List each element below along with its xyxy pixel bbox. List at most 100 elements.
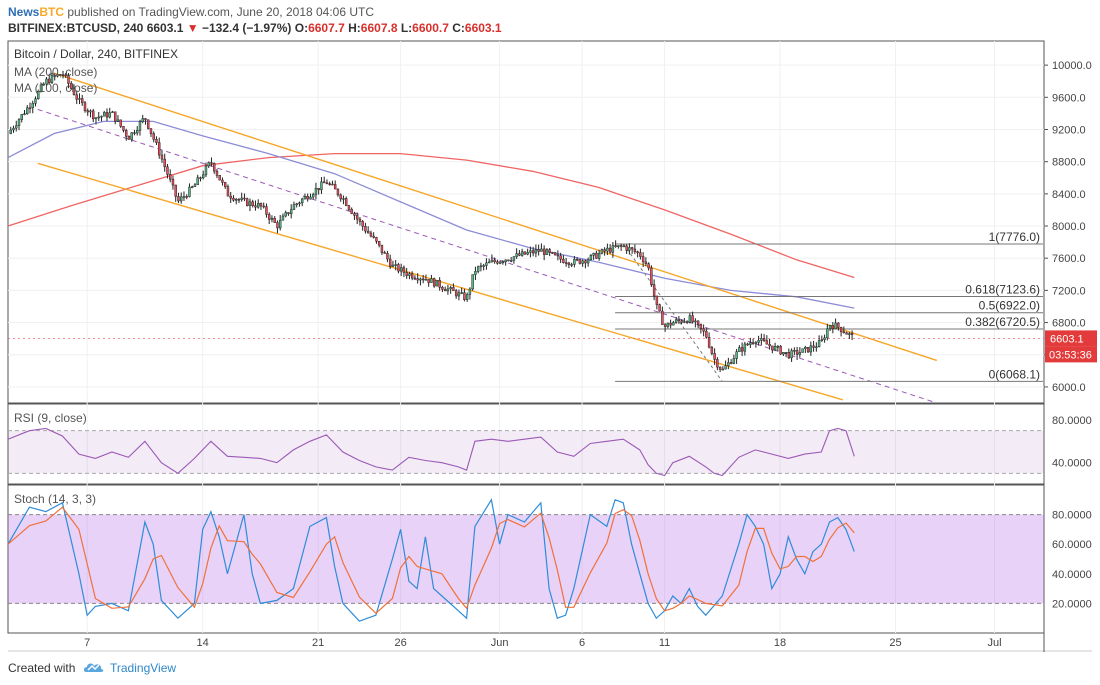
candle	[581, 259, 584, 267]
candle	[26, 105, 29, 115]
candle	[718, 366, 722, 373]
candle	[17, 118, 21, 131]
rsi-tick-label: 80.0000	[1052, 415, 1092, 427]
candle	[812, 340, 815, 352]
candle	[336, 188, 340, 197]
candle	[70, 81, 73, 91]
candle	[762, 334, 766, 343]
candle	[353, 211, 356, 220]
candle-body	[595, 252, 598, 259]
publisher-name-btc[interactable]: BTC	[39, 5, 65, 19]
candle-body	[149, 128, 153, 134]
candle	[397, 262, 400, 274]
candle	[504, 259, 507, 266]
candle	[839, 326, 843, 337]
candle	[416, 273, 419, 284]
candle-body	[366, 230, 370, 234]
candle-body	[397, 264, 400, 272]
candle-body	[779, 346, 782, 355]
y-tick-label: 9200.0	[1052, 124, 1086, 136]
candle-body	[116, 119, 120, 122]
candle-body	[108, 112, 111, 118]
candle	[696, 320, 700, 329]
candle-body	[138, 121, 142, 131]
x-tick-label: 25	[889, 637, 901, 649]
candle	[617, 245, 620, 249]
candle-body	[688, 315, 692, 323]
candle-body	[9, 129, 12, 134]
candle-body	[130, 132, 133, 140]
candle	[493, 257, 496, 264]
candle	[245, 197, 249, 207]
candle	[614, 240, 617, 248]
candle	[270, 215, 274, 223]
candle	[212, 162, 216, 174]
candle	[56, 73, 59, 78]
candle-body	[699, 323, 703, 329]
candle	[589, 254, 593, 261]
candle	[630, 246, 634, 254]
candle-body	[48, 78, 51, 83]
candle	[652, 279, 656, 301]
candle	[542, 245, 546, 261]
candle	[278, 214, 282, 231]
candle-body	[760, 338, 763, 341]
candle-body	[457, 292, 461, 297]
candle-body	[421, 278, 425, 281]
candle-body	[773, 346, 777, 351]
publisher-name-news[interactable]: News	[8, 5, 40, 19]
candle-body	[636, 251, 639, 253]
candle-body	[705, 330, 708, 338]
y-tick-label: 8400.0	[1052, 189, 1086, 201]
candle-body	[548, 249, 551, 253]
last-price: 6603.1	[146, 21, 184, 35]
candle	[67, 73, 70, 89]
candle	[749, 337, 752, 348]
candle-body	[804, 347, 807, 349]
candle-body	[842, 331, 846, 334]
candle-body	[776, 346, 780, 348]
panel-frames	[7, 40, 1092, 652]
candle-body	[81, 98, 84, 104]
candle-body	[823, 337, 826, 340]
candle-body	[133, 132, 136, 134]
candle	[633, 244, 637, 255]
candle-body	[611, 245, 615, 253]
candle	[83, 100, 87, 113]
candle-body	[647, 263, 650, 269]
candle-body	[848, 333, 851, 335]
candle-body	[820, 339, 824, 341]
chart-area[interactable]: 6000.06400.06800.07200.07600.08000.08400…	[0, 0, 1100, 652]
candle-body	[328, 183, 331, 185]
candle-body	[573, 258, 576, 265]
candle	[383, 250, 386, 254]
close-value: 6603.1	[464, 21, 502, 35]
candle-body	[256, 203, 260, 208]
candle-body	[331, 183, 334, 186]
candle-body	[757, 340, 760, 343]
candle-body	[193, 184, 197, 187]
candle	[344, 196, 348, 207]
tradingview-link[interactable]: TradingView	[110, 661, 177, 675]
candle-body	[762, 338, 766, 341]
fib-level-label: 0.618(7123.6)	[965, 283, 1040, 297]
candle	[366, 226, 370, 234]
tradingview-cloud-icon[interactable]	[82, 658, 106, 676]
candle-body	[185, 196, 188, 198]
candle	[81, 94, 84, 106]
candle-body	[320, 181, 323, 191]
candle	[449, 285, 452, 294]
candle-body	[630, 247, 634, 250]
candle-body	[784, 351, 788, 354]
candle-body	[377, 241, 381, 246]
candle	[765, 335, 769, 345]
channel-upper-line	[53, 72, 938, 362]
open-value: 6607.7	[308, 21, 345, 35]
candle-body	[28, 107, 32, 110]
candle	[399, 263, 403, 277]
candle-body	[710, 346, 714, 354]
candle	[430, 274, 433, 283]
candle	[553, 251, 557, 256]
candle	[534, 244, 538, 258]
candle-body	[427, 279, 430, 283]
